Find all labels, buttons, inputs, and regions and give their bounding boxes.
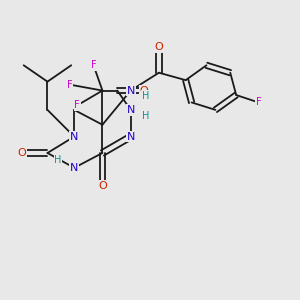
Text: N: N [70, 163, 78, 173]
Text: N: N [70, 132, 78, 142]
Text: O: O [140, 85, 148, 96]
Text: F: F [67, 80, 73, 90]
Text: N: N [127, 132, 135, 142]
Text: N: N [127, 85, 135, 96]
Text: F: F [91, 60, 96, 70]
Text: O: O [98, 181, 107, 191]
Text: H: H [142, 91, 149, 101]
Text: F: F [74, 100, 80, 110]
Text: F: F [256, 98, 261, 107]
Text: N: N [127, 105, 135, 115]
Text: H: H [54, 155, 61, 165]
Text: H: H [142, 111, 149, 121]
Text: O: O [18, 148, 27, 158]
Text: O: O [154, 43, 163, 52]
